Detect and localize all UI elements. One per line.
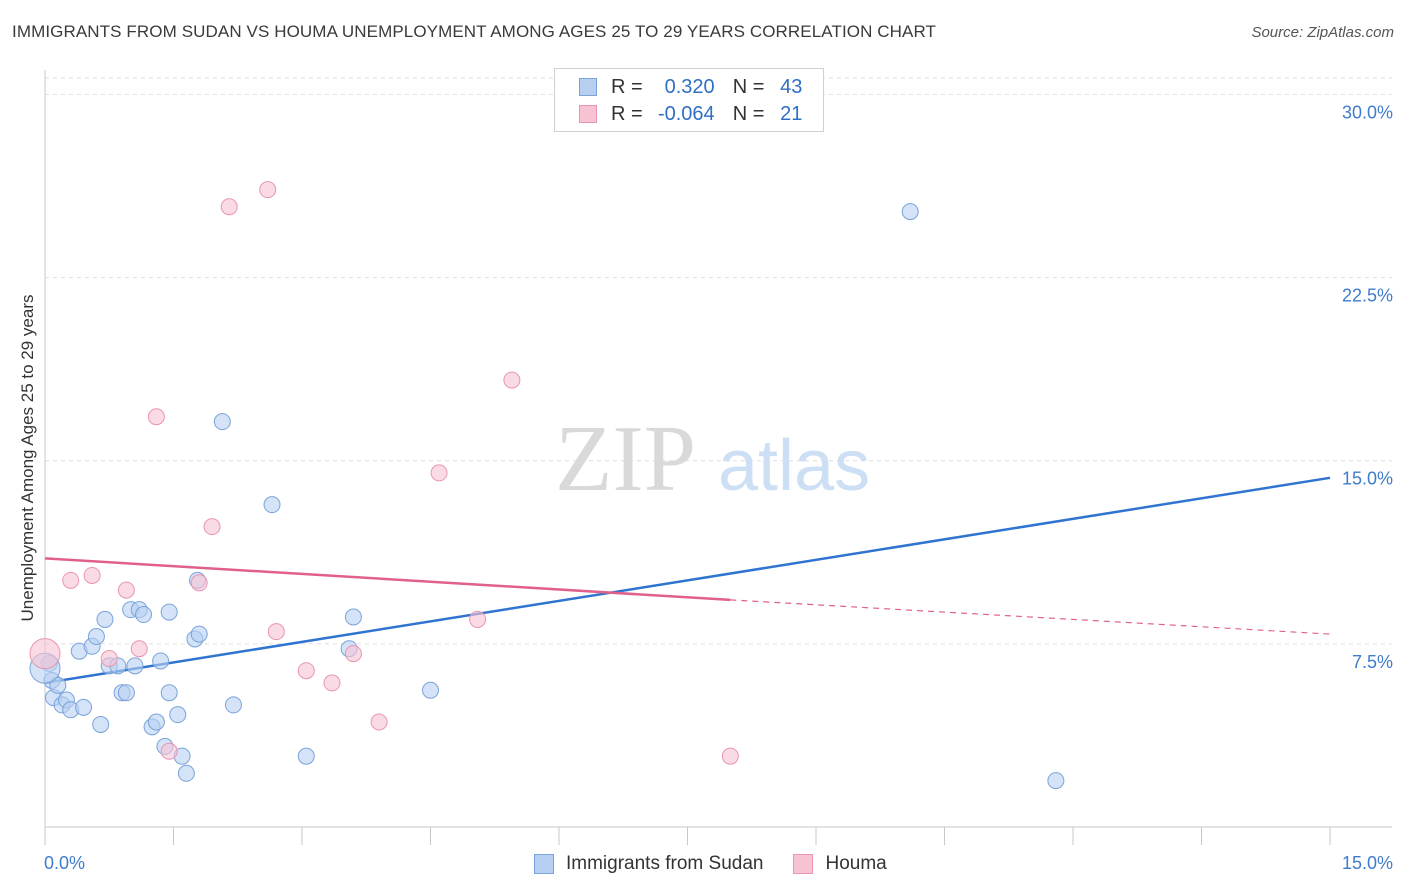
sudan-trend-line (44, 476, 1331, 685)
watermark-atlas: atlas (718, 426, 870, 506)
correlation-legend: R = 0.320 N = 43 R = -0.064 N = 21 (554, 68, 824, 132)
houma-legend-label: Houma (825, 853, 887, 874)
houma-point (344, 645, 362, 663)
y-tick-label: 22.5% (1342, 286, 1393, 306)
series-legend: Immigrants from Sudan Houma (534, 851, 917, 877)
x-tick-label-min: 0.0% (44, 853, 85, 873)
sudan-point (177, 764, 195, 782)
sudan-point (49, 676, 67, 694)
y-tick-label: 7.5% (1352, 652, 1393, 672)
sudan-point (152, 652, 170, 670)
houma-point (117, 581, 135, 599)
sudan-swatch (579, 78, 597, 96)
chart-title: IMMIGRANTS FROM SUDAN VS HOUMA UNEMPLOYM… (12, 22, 937, 41)
houma-point (147, 408, 165, 426)
sudan-point (1047, 772, 1065, 790)
sudan-point (117, 684, 135, 702)
sudan-point (92, 715, 110, 733)
sudan-point (75, 698, 93, 716)
legend-item-sudan[interactable]: Immigrants from Sudan (534, 853, 763, 875)
sudan-n-label: N = (732, 75, 765, 98)
sudan-point (160, 603, 178, 621)
sudan-point (422, 681, 439, 699)
y-axis-label: Unemployment Among Ages 25 to 29 years (18, 294, 37, 622)
sudan-point (126, 657, 144, 675)
watermark-zip: ZIP (555, 407, 696, 511)
houma-point (29, 638, 61, 670)
houma-trend-extension (730, 599, 1331, 635)
source-label: Source: ZipAtlas.com (1251, 24, 1394, 41)
houma-point (323, 674, 341, 692)
sudan-legend-label: Immigrants from Sudan (566, 853, 764, 874)
sudan-point (87, 628, 105, 646)
watermark: ZIP atlas (555, 407, 870, 511)
sudan-point (297, 747, 315, 765)
houma-point (160, 742, 178, 760)
houma-point (503, 371, 521, 389)
houma-point (430, 464, 448, 482)
sudan-r-label: R = (611, 75, 643, 98)
houma-trend-line (44, 557, 731, 602)
houma-point (220, 198, 238, 216)
legend-row-houma: R = -0.064 N = 21 (579, 101, 802, 127)
sudan-n-value: 43 (780, 75, 803, 98)
houma-point (100, 650, 118, 668)
houma-point (203, 518, 221, 536)
houma-n-value: 21 (780, 102, 803, 125)
sudan-point (135, 606, 153, 624)
houma-point (469, 610, 487, 628)
sudan-point (96, 610, 114, 628)
houma-point (130, 640, 148, 658)
legend-row-sudan: R = 0.320 N = 43 (579, 74, 802, 100)
houma-point (267, 623, 285, 641)
sudan-point (263, 496, 281, 514)
x-tick-label-max: 15.0% (1342, 853, 1393, 873)
houma-r-label: R = (611, 102, 643, 125)
houma-n-label: N = (732, 102, 765, 125)
houma-point (721, 747, 739, 765)
axes-layer (44, 70, 1392, 845)
grid-layer (45, 77, 1392, 645)
y-tick-label: 15.0% (1342, 469, 1393, 489)
houma-point (190, 574, 208, 592)
legend-item-houma[interactable]: Houma (793, 853, 887, 875)
houma-legend-swatch (793, 854, 814, 874)
sudan-point (169, 706, 187, 724)
sudan-point (147, 713, 165, 731)
houma-point (370, 713, 388, 731)
houma-point (297, 662, 315, 680)
houma-r-value: -0.064 (657, 102, 715, 125)
sudan-point (213, 413, 231, 431)
houma-point (259, 181, 277, 199)
sudan-point (190, 625, 208, 643)
sudan-point (224, 696, 242, 714)
houma-point (83, 566, 101, 584)
sudan-r-value: 0.320 (664, 75, 715, 98)
sudan-point (901, 203, 919, 221)
houma-point (62, 571, 80, 589)
y-tick-label: 30.0% (1342, 102, 1393, 122)
sudan-point (160, 684, 178, 702)
trend-lines (44, 476, 1331, 685)
sudan-legend-swatch (534, 854, 554, 874)
data-points (29, 181, 1065, 790)
sudan-point (344, 608, 362, 626)
tick-labels: 7.5% 15.0% 22.5% 30.0% 0.0% 15.0% (44, 102, 1393, 873)
houma-swatch (579, 105, 597, 123)
